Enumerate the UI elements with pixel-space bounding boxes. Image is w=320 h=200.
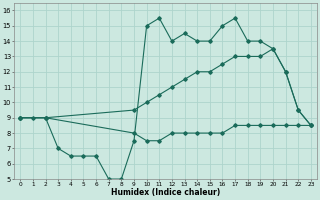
X-axis label: Humidex (Indice chaleur): Humidex (Indice chaleur) (111, 188, 220, 197)
